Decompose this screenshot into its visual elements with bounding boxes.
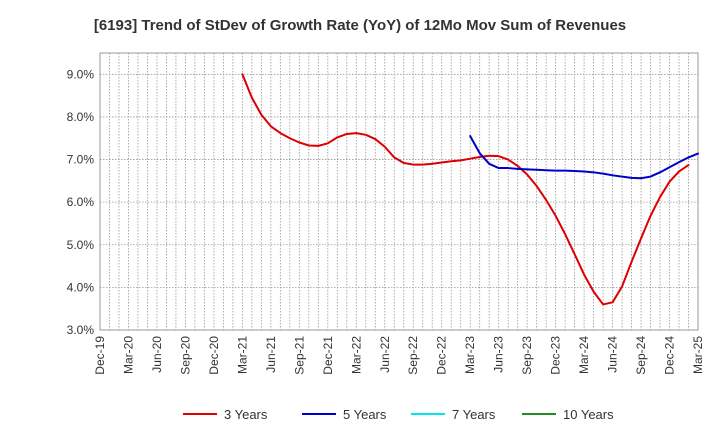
x-tick-label: Mar-25	[691, 336, 705, 374]
x-tick-label: Jun-21	[264, 336, 278, 373]
x-tick-label: Dec-21	[321, 336, 335, 375]
x-tick-label: Dec-19	[93, 336, 107, 375]
x-tick-label: Mar-23	[463, 336, 477, 374]
series-line-5-years	[469, 135, 699, 180]
series-line-3-years	[241, 73, 690, 306]
x-tick-label: Sep-23	[520, 336, 534, 375]
x-tick-label: Dec-20	[207, 336, 221, 375]
x-tick-label: Jun-24	[606, 336, 620, 373]
y-tick-label: 6.0%	[67, 195, 95, 209]
x-tick-label: Mar-21	[235, 336, 249, 374]
x-tick-label: Mar-22	[349, 336, 363, 374]
x-tick-label: Dec-24	[663, 336, 677, 375]
legend-label-10-years: 10 Years	[563, 407, 614, 422]
y-tick-label: 3.0%	[67, 323, 95, 337]
y-tick-label: 8.0%	[67, 110, 95, 124]
legend-label-5-years: 5 Years	[343, 407, 387, 422]
x-tick-label: Sep-24	[634, 336, 648, 375]
legend: 3 Years 5 Years 7 Years 10 Years	[183, 407, 614, 422]
x-tick-label: Jun-23	[492, 336, 506, 373]
x-tick-label: Sep-22	[406, 336, 420, 375]
legend-label-7-years: 7 Years	[452, 407, 496, 422]
x-tick-label: Dec-22	[435, 336, 449, 375]
y-tick-label: 4.0%	[67, 280, 95, 294]
x-tick-label: Jun-20	[150, 336, 164, 373]
series-layer	[241, 73, 699, 306]
x-tick-label: Mar-24	[577, 336, 591, 374]
x-tick-label: Mar-20	[121, 336, 135, 374]
grid-layer	[99, 52, 699, 331]
legend-label-3-years: 3 Years	[224, 407, 268, 422]
plot-area	[99, 52, 699, 331]
x-tick-label: Sep-20	[178, 336, 192, 375]
y-tick-label: 5.0%	[67, 238, 95, 252]
y-tick-label: 7.0%	[67, 153, 95, 167]
x-tick-label: Dec-23	[549, 336, 563, 375]
chart-title: [6193] Trend of StDev of Growth Rate (Yo…	[94, 17, 626, 34]
axis-layer: 3.0% 4.0% 5.0% 6.0% 7.0% 8.0% 9.0% Dec-19 Mar-20…	[67, 67, 705, 374]
x-tick-label: Jun-22	[378, 336, 392, 373]
y-tick-label: 9.0%	[67, 67, 95, 81]
x-tick-label: Sep-21	[292, 336, 306, 375]
